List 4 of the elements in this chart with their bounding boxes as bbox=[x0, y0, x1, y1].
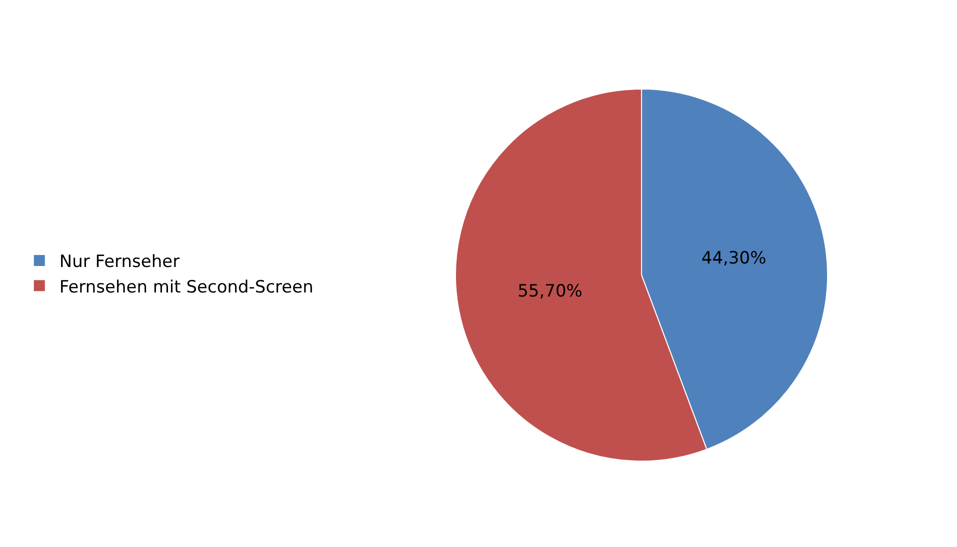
data-label: 55,70% bbox=[518, 282, 582, 302]
legend-label: Nur Fernseher bbox=[59, 252, 180, 272]
legend-label: Fernsehen mit Second-Screen bbox=[59, 277, 314, 298]
data-label: 44,30% bbox=[701, 248, 766, 268]
